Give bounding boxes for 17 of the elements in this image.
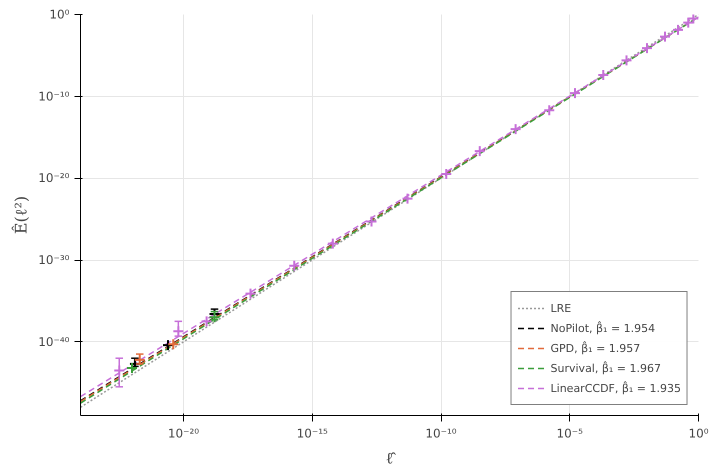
legend-label: GPD, β̂₁ = 1.957 xyxy=(550,342,640,354)
y-tick-label: 10⁻⁴⁰ xyxy=(38,334,70,349)
y-tick-label: 10⁻²⁰ xyxy=(38,171,70,186)
y-tick-label: 10⁰ xyxy=(49,8,70,22)
y-tick-label: 10⁻³⁰ xyxy=(38,253,70,268)
legend-label: LRE xyxy=(550,302,572,314)
legend-label: Survival, β̂₁ = 1.967 xyxy=(550,362,661,374)
legend-label: LinearCCDF, β̂₁ = 1.935 xyxy=(550,382,681,394)
x-axis-title: ℓ̂ xyxy=(386,448,396,468)
legend-label: NoPilot, β̂₁ = 1.954 xyxy=(550,322,656,334)
x-tick-label: 10⁻¹⁰ xyxy=(425,426,457,440)
y-axis-title: Ê(ℓ²) xyxy=(11,196,30,234)
x-tick-label: 10⁻¹⁵ xyxy=(296,426,328,440)
x-tick-label: 10⁰ xyxy=(688,426,709,440)
x-tick-label: 10⁻²⁰ xyxy=(168,426,200,440)
x-tick-label: 10⁻⁵ xyxy=(556,426,584,440)
y-tick-label: 10⁻¹⁰ xyxy=(38,89,70,104)
